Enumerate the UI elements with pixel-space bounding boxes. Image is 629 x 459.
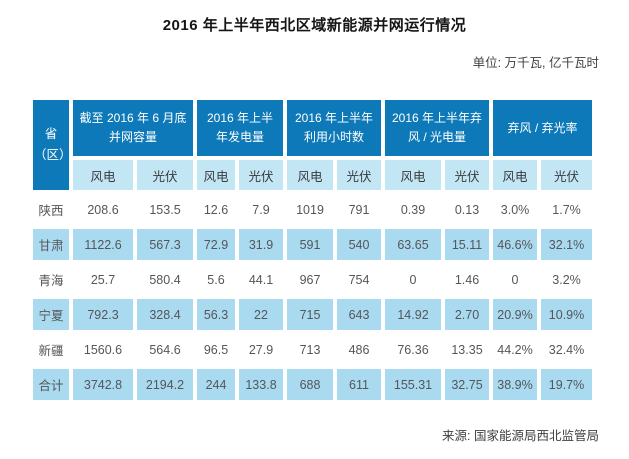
value-cell: 56.3 [197,299,235,330]
value-cell: 44.2% [493,334,538,365]
group-header-capacity: 截至 2016 年 6 月底并网容量 [73,100,193,156]
value-cell: 7.9 [239,194,283,225]
value-cell: 1560.6 [73,334,133,365]
value-cell: 27.9 [239,334,283,365]
group-header-generation: 2016 年上半年发电量 [197,100,283,156]
sub-header-cell: 光伏 [137,160,193,190]
sub-header-cell: 风电 [73,160,133,190]
value-cell: 96.5 [197,334,235,365]
table-row: 甘肃 1122.6 567.3 72.9 31.9 591 540 63.65 15.11 46.… [33,229,593,260]
corner-header-cell: 省 （区） [33,100,69,190]
value-cell: 792.3 [73,299,133,330]
province-cell: 甘肃 [33,229,69,260]
sub-header-cell: 风电 [385,160,441,190]
value-cell: 15.11 [445,229,490,260]
source-note: 来源: 国家能源局西北监管局 [442,429,599,443]
value-cell: 715 [287,299,333,330]
value-cell: 72.9 [197,229,235,260]
value-cell: 754 [337,264,381,295]
value-cell: 153.5 [137,194,193,225]
sub-header-row: 风电 光伏 风电 光伏 风电 光伏 风电 光伏 风电 光伏 [33,160,593,190]
value-cell: 25.7 [73,264,133,295]
value-cell: 591 [287,229,333,260]
value-cell: 643 [337,299,381,330]
province-cell: 合计 [33,369,69,400]
value-cell: 0.39 [385,194,441,225]
table-body: 陕西 208.6 153.5 12.6 7.9 1019 791 0.39 0.13 3.0% 1.… [33,194,593,400]
province-cell: 新疆 [33,334,69,365]
value-cell: 10.9% [541,299,593,330]
value-cell: 76.36 [385,334,441,365]
value-cell: 2.70 [445,299,490,330]
value-cell: 328.4 [137,299,193,330]
value-cell: 208.6 [73,194,133,225]
sub-header-cell: 风电 [287,160,333,190]
sub-header-cell: 光伏 [337,160,381,190]
value-cell: 564.6 [137,334,193,365]
unit-note: 单位: 万千瓦, 亿千瓦时 [472,56,599,70]
value-cell: 3742.8 [73,369,133,400]
sub-header-cell: 风电 [197,160,235,190]
value-cell: 580.4 [137,264,193,295]
value-cell: 688 [287,369,333,400]
table-row: 青海 25.7 580.4 5.6 44.1 967 754 0 1.46 0 3.2% [33,264,593,295]
group-header-row: 省 （区） 截至 2016 年 6 月底并网容量 2016 年上半年发电量 20… [33,100,593,190]
table-row: 宁夏 792.3 328.4 56.3 22 715 643 14.92 2.70 20.9% 10… [33,299,593,330]
sub-header-cell: 光伏 [541,160,593,190]
value-cell: 5.6 [197,264,235,295]
value-cell: 2194.2 [137,369,193,400]
value-cell: 13.35 [445,334,490,365]
value-cell: 63.65 [385,229,441,260]
table-header: 省 （区） 截至 2016 年 6 月底并网容量 2016 年上半年发电量 20… [33,100,593,190]
value-cell: 1122.6 [73,229,133,260]
value-cell: 46.6% [493,229,538,260]
value-cell: 3.0% [493,194,538,225]
value-cell: 567.3 [137,229,193,260]
value-cell: 3.2% [541,264,593,295]
value-cell: 967 [287,264,333,295]
value-cell: 155.31 [385,369,441,400]
value-cell: 32.1% [541,229,593,260]
value-cell: 540 [337,229,381,260]
value-cell: 38.9% [493,369,538,400]
value-cell: 31.9 [239,229,283,260]
value-cell: 0 [493,264,538,295]
sub-header-cell: 风电 [493,160,538,190]
value-cell: 19.7% [541,369,593,400]
value-cell: 1019 [287,194,333,225]
value-cell: 1.46 [445,264,490,295]
value-cell: 244 [197,369,235,400]
value-cell: 611 [337,369,381,400]
value-cell: 22 [239,299,283,330]
sub-header-cell: 光伏 [445,160,490,190]
page-title: 2016 年上半年西北区域新能源并网运行情况 [162,17,467,34]
value-cell: 133.8 [239,369,283,400]
province-cell: 宁夏 [33,299,69,330]
energy-table: 省 （区） 截至 2016 年 6 月底并网容量 2016 年上半年发电量 20… [29,96,596,404]
corner-header-line2: （区） [34,148,69,162]
value-cell: 486 [337,334,381,365]
province-cell: 陕西 [33,194,69,225]
value-cell: 12.6 [197,194,235,225]
value-cell: 14.92 [385,299,441,330]
value-cell: 0 [385,264,441,295]
sub-header-cell: 光伏 [239,160,283,190]
corner-header-line1: 省 [44,126,58,141]
value-cell: 20.9% [493,299,538,330]
value-cell: 791 [337,194,381,225]
table-row: 合计 3742.8 2194.2 244 133.8 688 611 155.31 32.75 3… [33,369,593,400]
province-cell: 青海 [33,264,69,295]
table-row: 新疆 1560.6 564.6 96.5 27.9 713 486 76.36 13.35 44.… [33,334,593,365]
value-cell: 0.13 [445,194,490,225]
value-cell: 32.75 [445,369,490,400]
group-header-curtailment-rate: 弃风 / 弃光率 [493,100,593,156]
value-cell: 1.7% [541,194,593,225]
value-cell: 44.1 [239,264,283,295]
group-header-utilization-hours: 2016 年上半年利用小时数 [287,100,381,156]
group-header-curtailed-energy: 2016 年上半年弃风 / 光电量 [385,100,490,156]
value-cell: 713 [287,334,333,365]
table-row: 陕西 208.6 153.5 12.6 7.9 1019 791 0.39 0.13 3.0% 1.… [33,194,593,225]
value-cell: 32.4% [541,334,593,365]
